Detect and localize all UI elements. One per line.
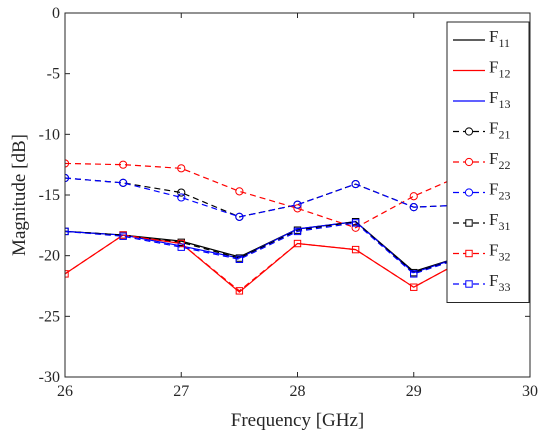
point-F22-3	[235, 187, 244, 196]
point-F32-0	[65, 270, 69, 278]
x-axis-title: Frequency [GHz]	[231, 410, 364, 431]
point-F22-6	[409, 192, 418, 201]
point-F22-2	[177, 164, 186, 173]
series-line-F31	[65, 221, 530, 274]
point-F23-2	[177, 193, 186, 202]
y-tick-label: -10	[39, 126, 60, 143]
point-F33-3	[235, 255, 244, 264]
point-F33-0	[65, 227, 69, 236]
legend-item-F32: F32	[453, 241, 510, 264]
legend-marker	[465, 219, 473, 227]
legend-item-F22: F22	[453, 149, 510, 172]
legend-marker	[465, 280, 473, 288]
point-F22-4	[293, 204, 302, 213]
y-tick-label: -5	[47, 66, 60, 83]
legend-marker	[465, 249, 473, 258]
point-F33-4	[293, 227, 302, 236]
point-F23-4	[293, 200, 302, 209]
point-F32-3	[235, 287, 244, 295]
point-F32-4	[293, 239, 302, 248]
point-F23-6	[409, 203, 418, 212]
x-tick-label: 27	[173, 383, 189, 400]
tick-labels: 26 27 28 29 30 0 -5 -10 -15 -20 -25 -30	[39, 5, 538, 400]
x-tick-label: 26	[57, 383, 73, 400]
point-F22-5	[351, 223, 360, 232]
x-tick-label: 30	[522, 383, 538, 400]
x-tick-label: 28	[290, 383, 306, 400]
y-tick-label: -20	[39, 248, 60, 265]
legend-marker	[464, 127, 474, 136]
y-axis-title: Magnitude [dB]	[9, 134, 30, 256]
point-F32-6	[410, 283, 418, 291]
y-tick-label: 0	[52, 5, 60, 22]
point-F21-2	[177, 188, 186, 197]
point-F33-2	[177, 243, 185, 251]
y-tick-label: -30	[39, 369, 60, 386]
x-tick-label: 29	[406, 383, 422, 400]
y-tick-label: -25	[39, 308, 60, 325]
point-F33-5	[351, 219, 360, 227]
point-F22-1	[119, 160, 128, 169]
point-F23-5	[351, 179, 360, 189]
point-F23-3	[235, 212, 244, 221]
point-F33-6	[410, 270, 418, 278]
point-F33-1	[119, 232, 127, 240]
point-F32-5	[351, 245, 360, 254]
y-tick-label: -15	[39, 187, 60, 204]
axes	[64, 12, 531, 378]
legend-marker	[464, 157, 474, 167]
legend-box	[446, 21, 530, 303]
legend-marker	[464, 188, 474, 197]
series-line-F33	[65, 222, 530, 275]
point-F23-1	[119, 178, 128, 187]
